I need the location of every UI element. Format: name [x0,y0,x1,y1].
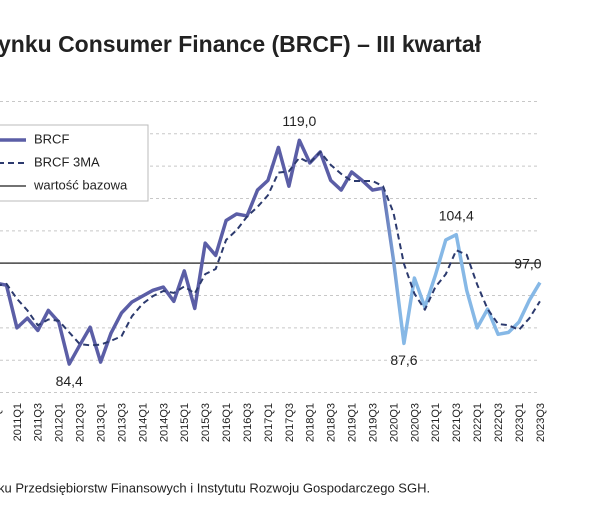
x-tick-label: 2016Q3 [242,403,254,442]
legend-label: wartość bazowa [33,177,128,192]
x-tick-label: 2019Q3 [367,403,379,442]
x-tick-label: 2020Q3 [409,403,421,442]
data-label: 84,4 [56,373,83,389]
data-label: 97,0 [514,255,541,271]
x-tick-label: 2014Q1 [137,403,149,442]
x-tick-label: 2013Q3 [116,403,128,442]
data-label: 104,4 [439,207,474,223]
x-tick-label: 2023Q3 [535,403,547,442]
legend-box [0,124,149,202]
series-line [0,138,542,366]
x-tick-label: 2017Q3 [284,403,296,442]
x-tick-label: 2015Q1 [179,403,191,442]
legend-label: BRCF [34,131,69,146]
x-tick-label: 2021Q3 [451,403,463,442]
x-tick-label: 2023Q1 [514,403,526,442]
x-tick-label: 2022Q3 [493,403,505,442]
x-tick-label: 2019Q1 [347,403,359,442]
x-tick-label: 2021Q1 [430,403,442,442]
x-tick-label: 2011Q3 [33,403,45,441]
chart-title: ynku Consumer Finance (BRCF) – III kwart… [0,31,482,57]
legend-label: BRCF 3MA [34,154,100,169]
x-tick-label: 2014Q3 [158,403,170,442]
legend: BRCF BRCF 3MA wartość bazowa [0,124,149,202]
data-label: 87,6 [390,352,417,368]
x-tick-label: 2012Q3 [75,403,87,442]
series-line [0,150,541,347]
x-tick-label: 2022Q1 [472,403,484,442]
data-label: 119,0 [282,113,316,129]
x-tick-label: 2015Q3 [200,403,212,442]
source-note: ku Przedsiębiorstw Finansowych i Instytu… [0,480,430,495]
x-tick-label: 2010Q3 [0,403,3,442]
x-tick-label: 2018Q3 [326,403,338,442]
x-tick-label: 2018Q1 [305,403,317,442]
x-tick-label: 2012Q1 [54,403,66,442]
x-tick-label: 2016Q1 [221,403,233,442]
x-tick-label: 2020Q1 [388,403,400,442]
x-tick-label: 2011Q1 [12,403,24,441]
x-tick-label: 2017Q1 [263,403,275,442]
x-tick-label: 2013Q1 [96,403,108,442]
